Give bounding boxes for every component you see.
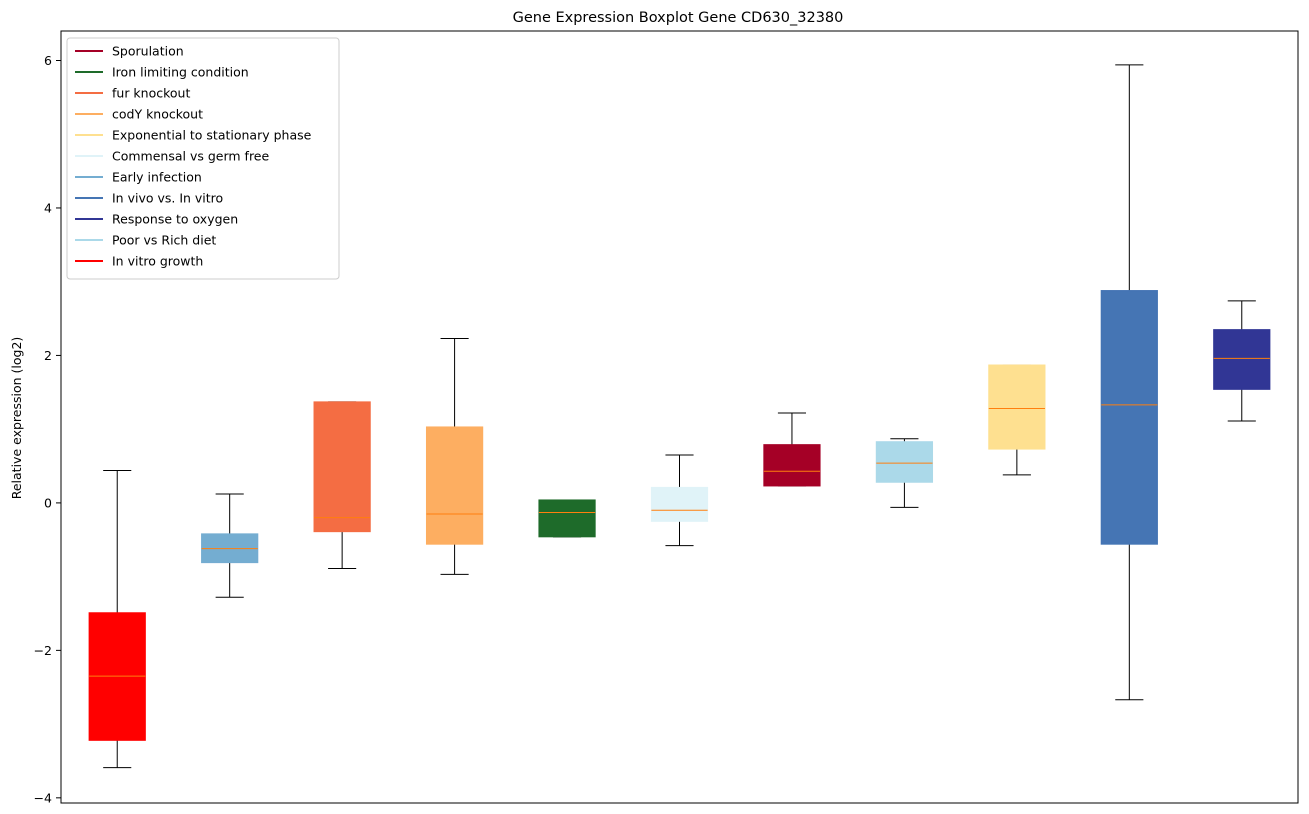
legend-item: Exponential to stationary phase (75, 128, 312, 143)
legend-label: Poor vs Rich diet (112, 233, 216, 248)
legend-label: In vivo vs. In vitro (112, 191, 223, 206)
box-10 (1100, 64, 1158, 701)
legend-item: fur knockout (75, 86, 190, 101)
legend-item: Commensal vs germ free (75, 149, 269, 164)
legend-label: In vitro growth (112, 254, 203, 269)
box-11 (1213, 300, 1271, 422)
box-body (425, 426, 484, 545)
legend-item: Early infection (75, 170, 202, 185)
box-4 (425, 337, 484, 575)
legend-label: Exponential to stationary phase (112, 128, 312, 143)
box-body (538, 499, 596, 538)
legend-label: codY knockout (112, 107, 203, 122)
legend-label: Early infection (112, 170, 202, 185)
y-tick-label: 2 (44, 348, 52, 363)
box-body (763, 444, 821, 487)
plot-area: −4 −2 0 2 4 6 (34, 30, 1299, 805)
legend-label: Iron limiting condition (112, 65, 249, 80)
y-tick-label: −4 (34, 790, 52, 805)
legend-label: Commensal vs germ free (112, 149, 269, 164)
y-tick-label: −2 (34, 643, 52, 658)
y-tick-label: 0 (44, 495, 52, 510)
axes-frame (60, 30, 1299, 804)
box-2 (201, 493, 259, 598)
box-body (1213, 329, 1271, 390)
box-body (988, 364, 1046, 450)
box-9 (988, 364, 1046, 476)
legend: Sporulation Iron limiting condition fur kn… (66, 37, 340, 280)
box-body (1100, 290, 1158, 545)
box-8 (875, 438, 934, 508)
y-tick-label: 6 (44, 53, 52, 68)
legend-frame (66, 37, 340, 280)
legend-label: Sporulation (112, 44, 184, 59)
legend-label: Response to oxygen (112, 212, 238, 227)
legend-item: Response to oxygen (75, 212, 238, 227)
box-body (650, 486, 709, 522)
legend-item: Sporulation (75, 44, 184, 59)
legend-item: Iron limiting condition (75, 65, 249, 80)
legend-item: Poor vs Rich diet (75, 233, 216, 248)
y-tick-label: 4 (44, 200, 52, 215)
legend-item: In vitro growth (75, 254, 203, 269)
box-1 (88, 469, 146, 769)
box-body (875, 441, 934, 483)
chart-title: Gene Expression Boxplot Gene CD630_32380 (513, 10, 844, 26)
box-6 (650, 454, 709, 547)
legend-label: fur knockout (112, 86, 190, 101)
legend-item: In vivo vs. In vitro (75, 191, 223, 206)
box-7 (763, 412, 821, 487)
box-3 (313, 401, 371, 570)
box-body (313, 401, 371, 533)
box-5 (538, 499, 596, 538)
y-axis-label: Relative expression (log2) (9, 337, 24, 500)
legend-item: codY knockout (75, 107, 203, 122)
